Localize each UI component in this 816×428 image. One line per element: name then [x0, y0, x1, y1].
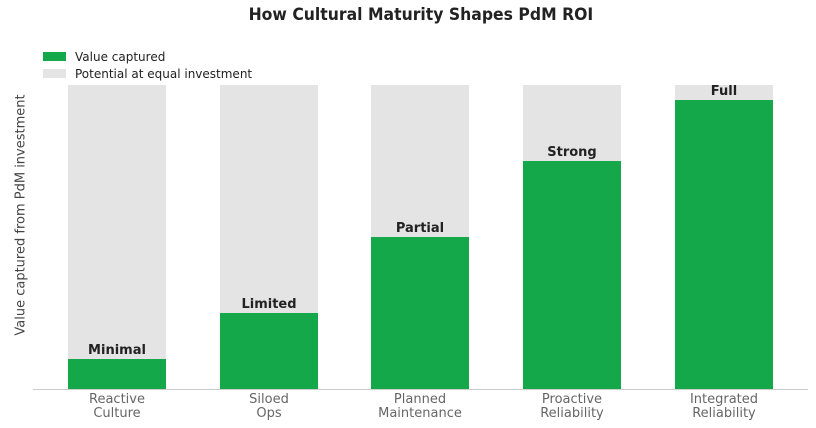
bar: Strong: [523, 85, 621, 389]
bar-value-captured: [371, 237, 469, 389]
x-tick-label: Siloed Ops: [249, 392, 289, 421]
x-tick-label: Proactive Reliability: [540, 392, 604, 421]
legend-swatch-grey: [43, 69, 66, 78]
bar-annotation: Full: [710, 84, 738, 100]
legend-item-potential: Potential at equal investment: [43, 65, 252, 82]
y-axis-label: Value captured from PdM investment: [13, 94, 29, 336]
bar: Full: [675, 84, 773, 389]
bar-value-captured: [675, 100, 773, 389]
chart-title: How Cultural Maturity Shapes PdM ROI: [248, 5, 594, 25]
x-tick-label: Reactive Culture: [89, 392, 145, 421]
legend-item-value-captured: Value captured: [43, 48, 252, 65]
x-tick-label: Integrated Reliability: [689, 392, 759, 421]
legend: Value captured Potential at equal invest…: [43, 48, 252, 82]
bar: Limited: [220, 85, 318, 389]
bar-potential: [68, 85, 166, 389]
bar: Partial: [371, 85, 469, 389]
bar-annotation: Limited: [241, 297, 297, 312]
x-axis-line: [33, 389, 808, 390]
bar-value-captured: [220, 313, 318, 389]
legend-label: Potential at equal investment: [75, 66, 253, 81]
plot-area: Minimal Limited Partial Strong Full: [33, 84, 808, 389]
bar-annotation: Strong: [547, 145, 597, 160]
legend-label: Value captured: [75, 49, 166, 64]
bar-annotation: Partial: [395, 221, 445, 236]
bar-value-captured: [68, 358, 166, 389]
x-tick-label: Planned Maintenance: [378, 392, 462, 421]
legend-swatch-green: [43, 52, 66, 61]
bar-annotation: Minimal: [88, 342, 146, 358]
bar: Minimal: [68, 85, 166, 389]
bar-value-captured: [523, 161, 621, 389]
